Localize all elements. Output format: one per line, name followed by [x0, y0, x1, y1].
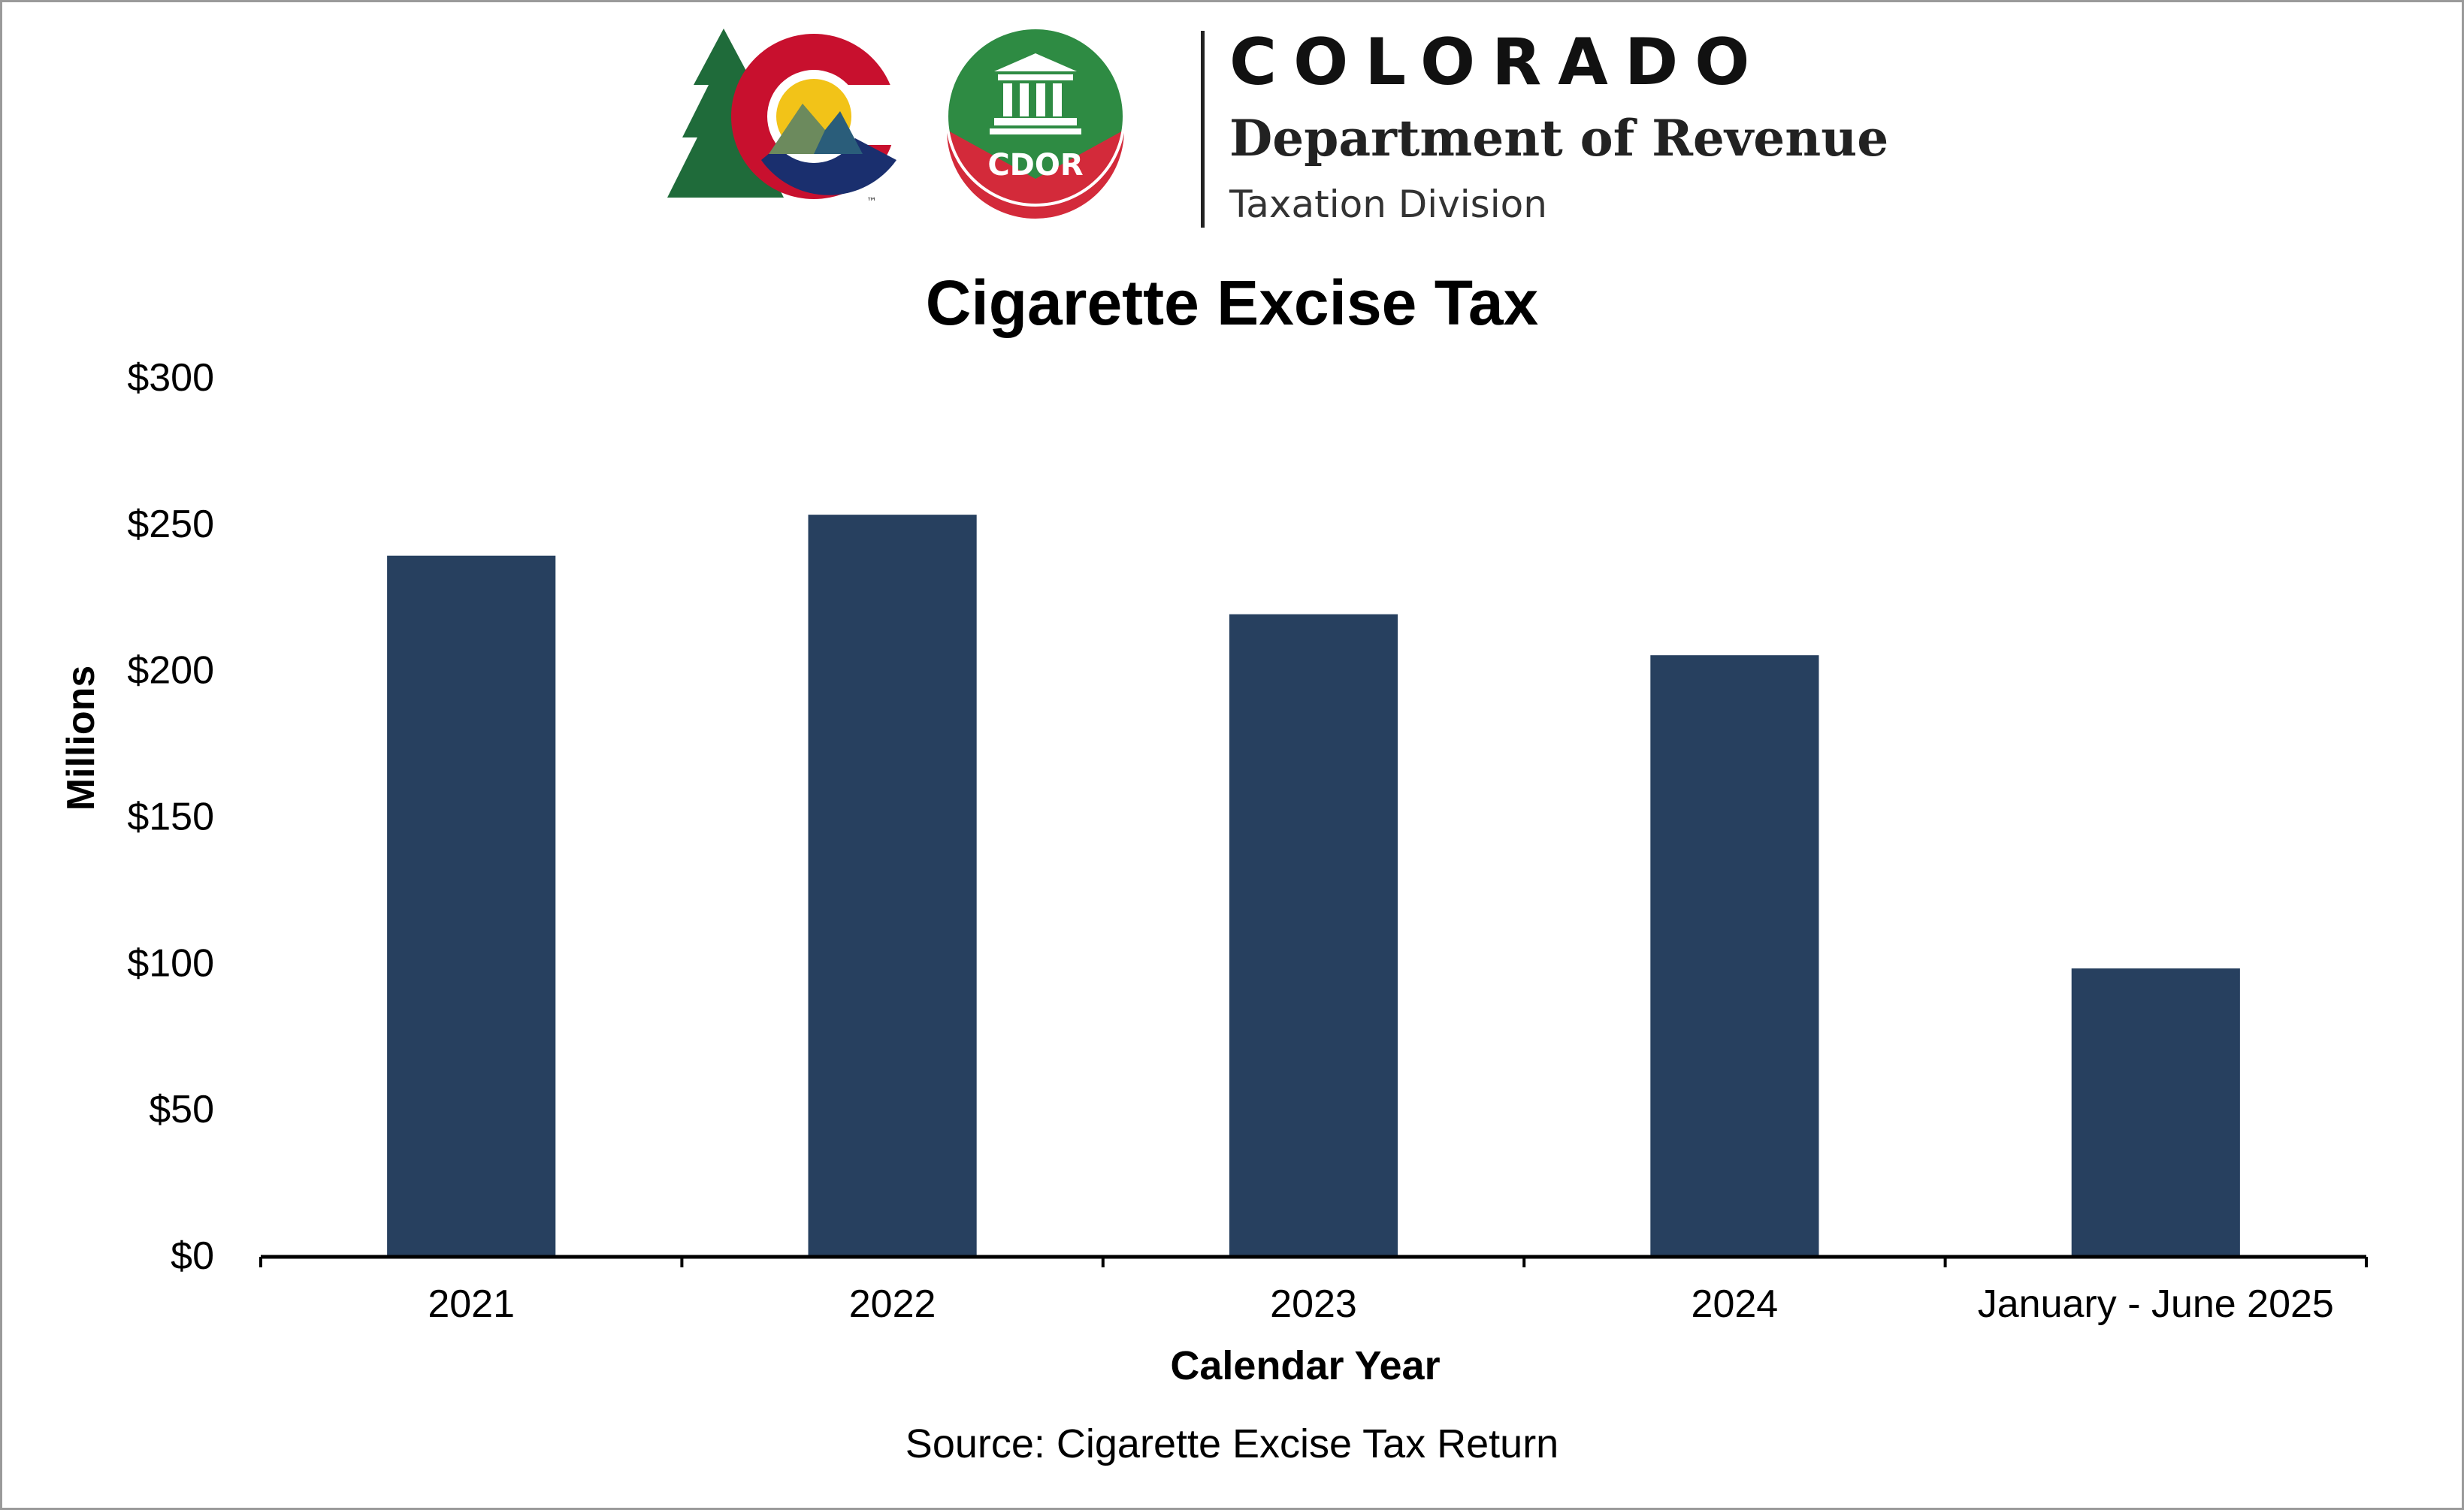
x-axis-title: Calendar Year — [1170, 1343, 1440, 1388]
bar-4 — [2071, 968, 2240, 1255]
y-tick-label-5: $250 — [127, 503, 214, 546]
x-tick-label-3: 2024 — [1692, 1282, 1779, 1326]
bar-3 — [1650, 655, 1819, 1255]
header: ™ CDOR COLORADO Department of Revenue — [664, 25, 1888, 235]
division-name: Taxation Division — [1229, 183, 1547, 226]
header-divider — [1201, 31, 1205, 228]
y-axis-title: Millions — [59, 666, 103, 811]
bar-2 — [1229, 614, 1398, 1255]
cdor-seal-text: CDOR — [987, 148, 1083, 183]
bar-1 — [808, 515, 977, 1255]
x-tick-label-4: January - June 2025 — [1978, 1282, 2334, 1326]
svg-text:™: ™ — [866, 196, 877, 208]
y-tick-label-2: $100 — [127, 941, 214, 985]
labels-layer: 2021 2022 2023 2024 January - June 2025 $0 $50… — [59, 356, 2334, 1388]
axis-layer — [259, 1255, 2368, 1267]
colorado-logo: ™ CDOR — [667, 26, 1126, 219]
x-tick-label-2: 2023 — [1270, 1282, 1357, 1326]
bars-layer — [387, 515, 2240, 1255]
state-name: COLORADO — [1229, 25, 1767, 100]
x-tick-label-0: 2021 — [428, 1282, 515, 1326]
chart-title: Cigarette Excise Tax — [925, 267, 1539, 338]
source-note: Source: Cigarette Excise Tax Return — [905, 1421, 1559, 1466]
department-name: Department of Revenue — [1229, 109, 1889, 168]
x-tick-label-1: 2022 — [849, 1282, 936, 1326]
bar-0 — [387, 555, 556, 1255]
y-tick-label-4: $200 — [127, 649, 214, 693]
y-tick-label-3: $150 — [127, 796, 214, 839]
y-tick-label-1: $50 — [149, 1088, 214, 1131]
y-tick-label-6: $300 — [127, 356, 214, 400]
y-tick-label-0: $0 — [171, 1234, 214, 1278]
building-icon — [990, 53, 1081, 134]
